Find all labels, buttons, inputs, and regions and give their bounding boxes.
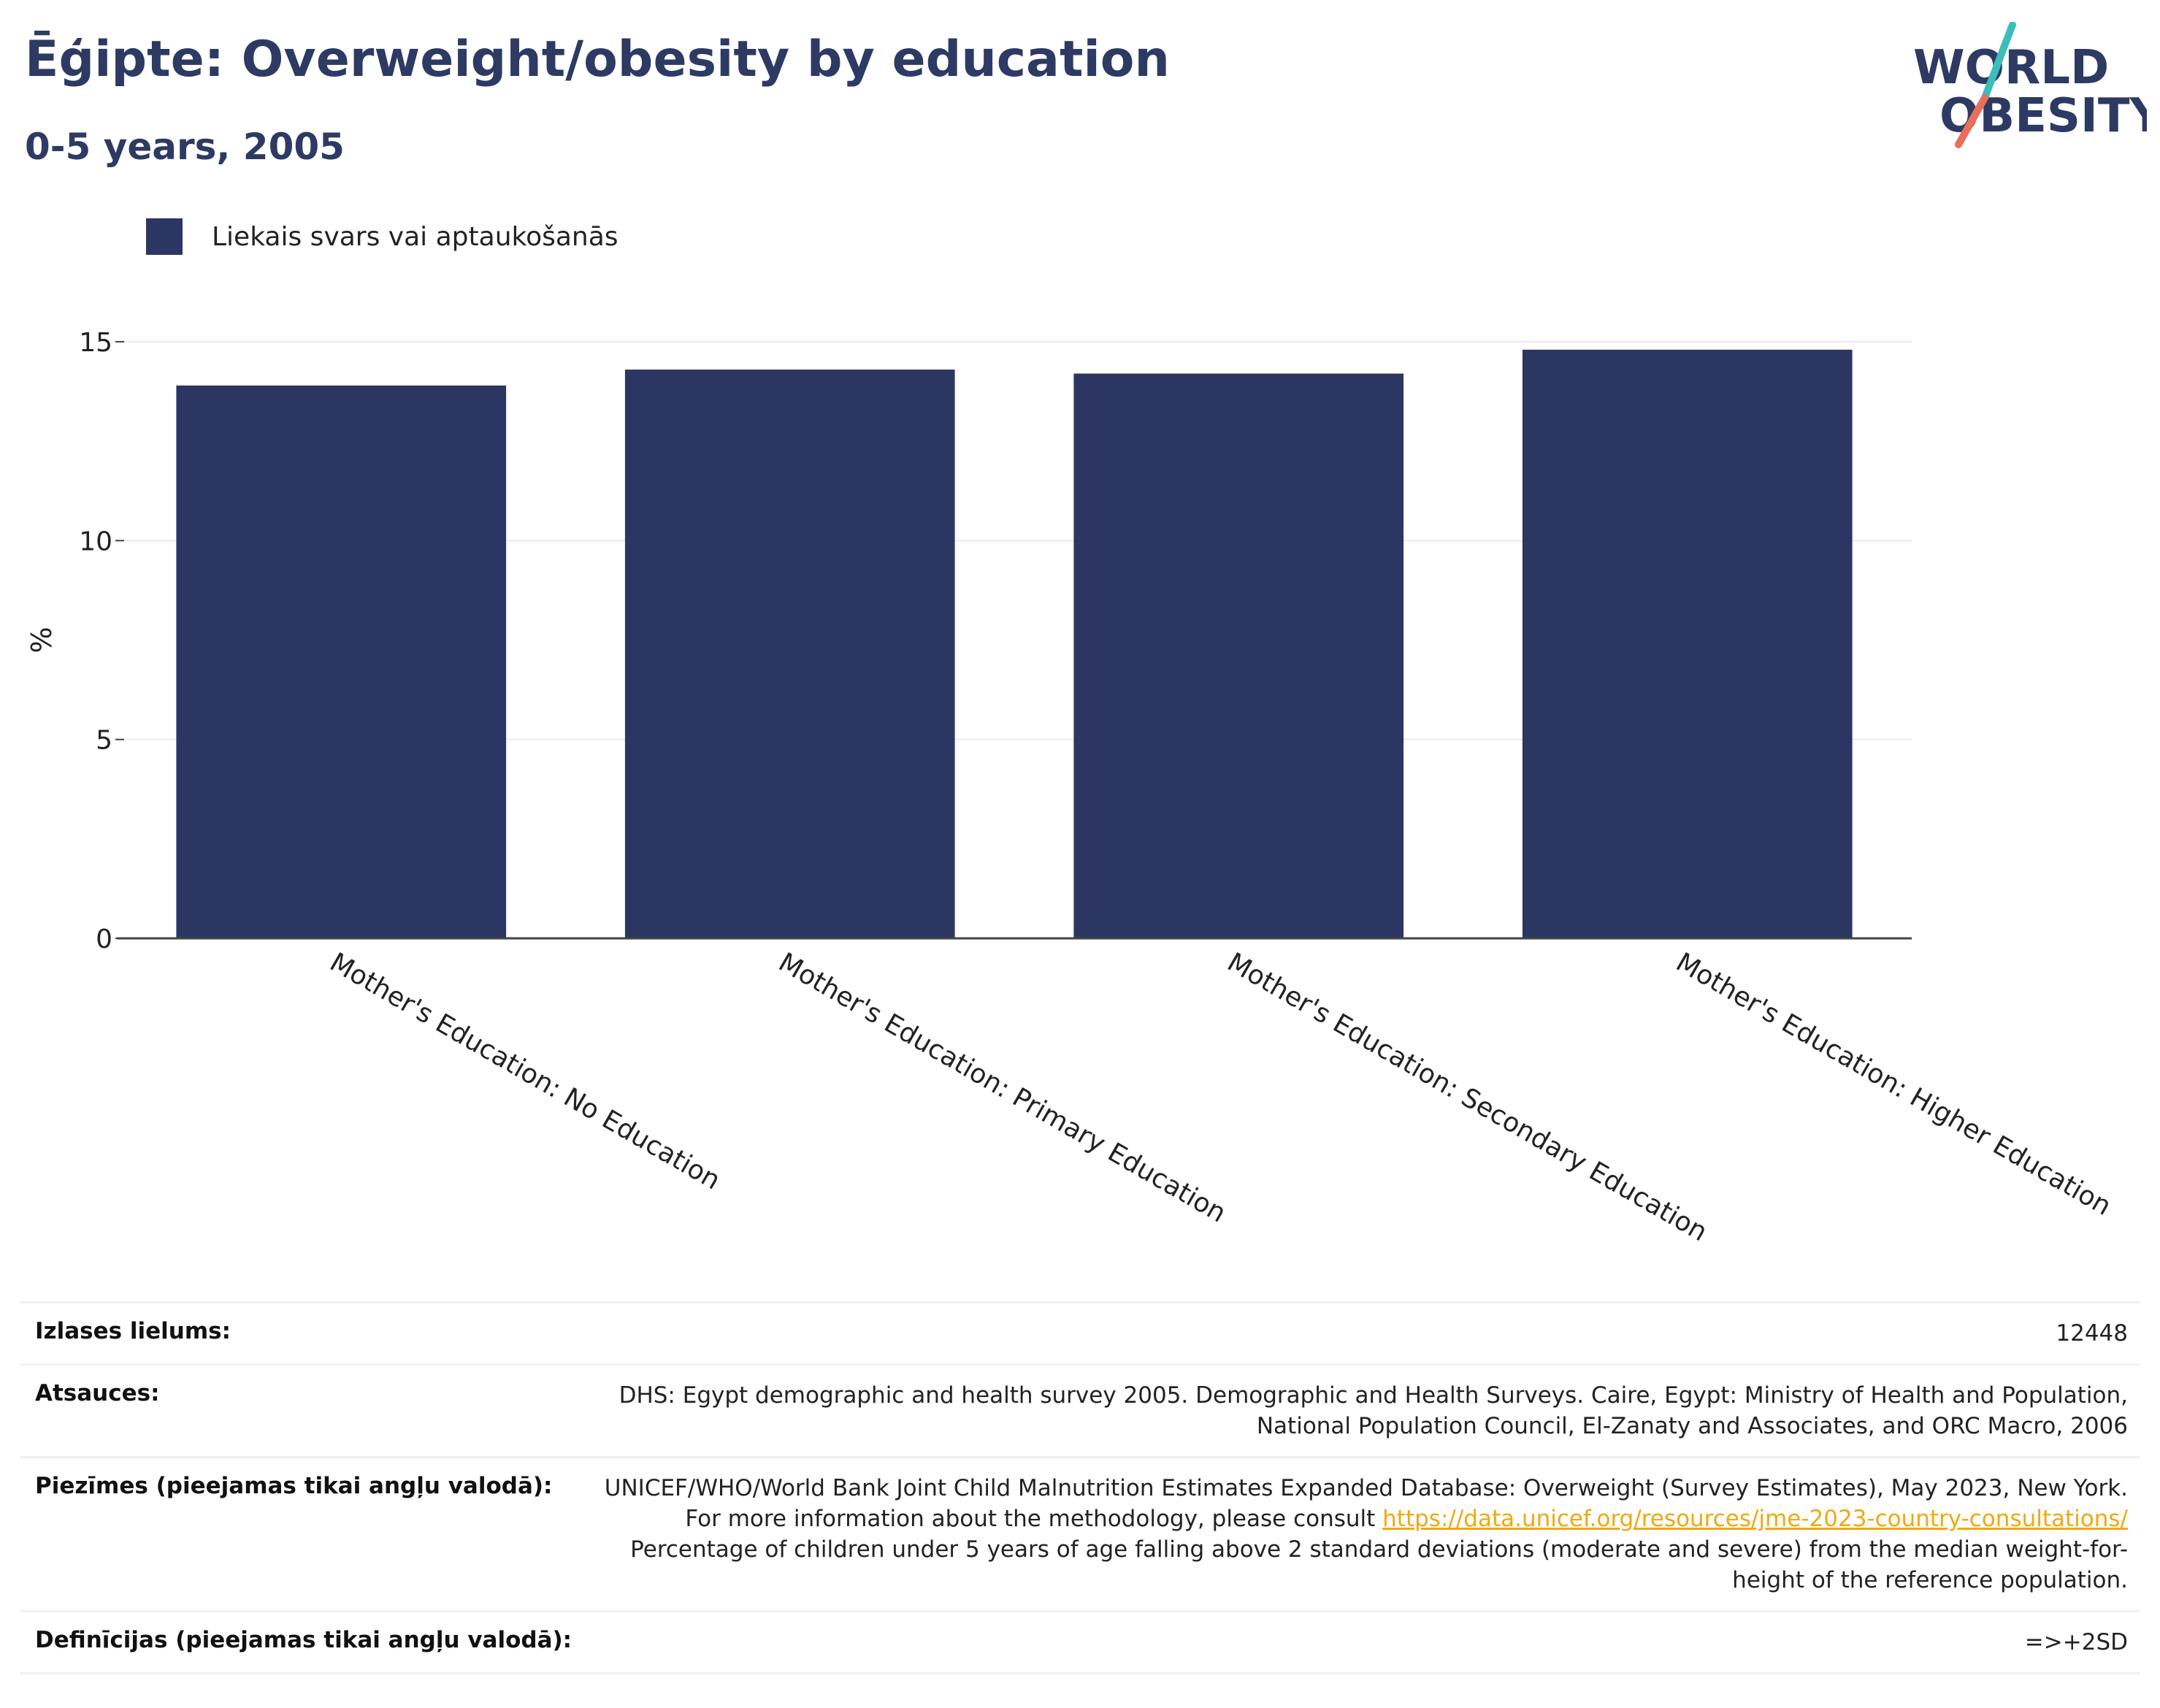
bar <box>176 385 507 938</box>
meta-row-sample-size: Izlases lielums: 12448 <box>20 1301 2140 1363</box>
bar <box>1073 373 1404 938</box>
meta-key: Definīcijas (pieejamas tikai angļu valod… <box>35 1627 572 1653</box>
chart-subtitle: 0-5 years, 2005 <box>25 126 345 168</box>
meta-key: Izlases lielums: <box>35 1318 231 1344</box>
meta-value: DHS: Egypt demographic and health survey… <box>618 1382 2128 1439</box>
meta-key: Piezīmes (pieejamas tikai angļu valodā): <box>35 1473 553 1499</box>
legend-label: Liekais svars vai aptaukošanās <box>212 221 618 252</box>
meta-key: Atsauces: <box>35 1380 160 1406</box>
y-tick-label: 15 <box>79 328 112 358</box>
meta-value: UNICEF/WHO/World Bank Joint Child Malnut… <box>587 1473 2128 1596</box>
methodology-link[interactable]: https://data.unicef.org/resources/jme-20… <box>1382 1506 2128 1532</box>
logo-text-world: WORLD <box>1913 41 2109 95</box>
x-tick-label: Mother's Education: No Education <box>325 947 725 1195</box>
y-tick-label: 10 <box>79 526 112 556</box>
meta-row-definitions: Definīcijas (pieejamas tikai angļu valod… <box>20 1610 2140 1674</box>
meta-value: =>+2SD <box>2024 1629 2128 1655</box>
world-obesity-logo: WORLD OBESITY <box>1913 22 2147 148</box>
chart-title: Ēģipte: Overweight/obesity by education <box>25 31 1170 88</box>
notes-text-before: UNICEF/WHO/World Bank Joint Child Malnut… <box>604 1475 2128 1532</box>
x-tick-label: Mother's Education: Primary Education <box>773 947 1230 1228</box>
logo-slash-top <box>1981 22 2016 102</box>
meta-value: 12448 <box>2056 1320 2128 1347</box>
x-tick-label: Mother's Education: Secondary Education <box>1222 947 1712 1247</box>
notes-text-after: Percentage of children under 5 years of … <box>630 1536 2128 1593</box>
y-tick-label: 5 <box>96 726 112 756</box>
meta-row-notes: Piezīmes (pieejamas tikai angļu valodā):… <box>20 1456 2140 1610</box>
meta-row-references: Atsauces: DHS: Egypt demographic and hea… <box>20 1363 2140 1456</box>
legend-swatch <box>146 218 183 255</box>
chart-legend[interactable]: Liekais svars vai aptaukošanās <box>146 218 618 256</box>
y-axis-label: % <box>26 627 58 653</box>
x-tick-label: Mother's Education: Higher Education <box>1671 947 2116 1222</box>
bar <box>1522 349 1853 939</box>
y-tick-label: 0 <box>96 924 112 954</box>
logo-slash-bottom <box>1955 94 1988 148</box>
metadata-table: Izlases lielums: 12448 Atsauces: DHS: Eg… <box>20 1301 2140 1674</box>
bar <box>624 369 955 938</box>
